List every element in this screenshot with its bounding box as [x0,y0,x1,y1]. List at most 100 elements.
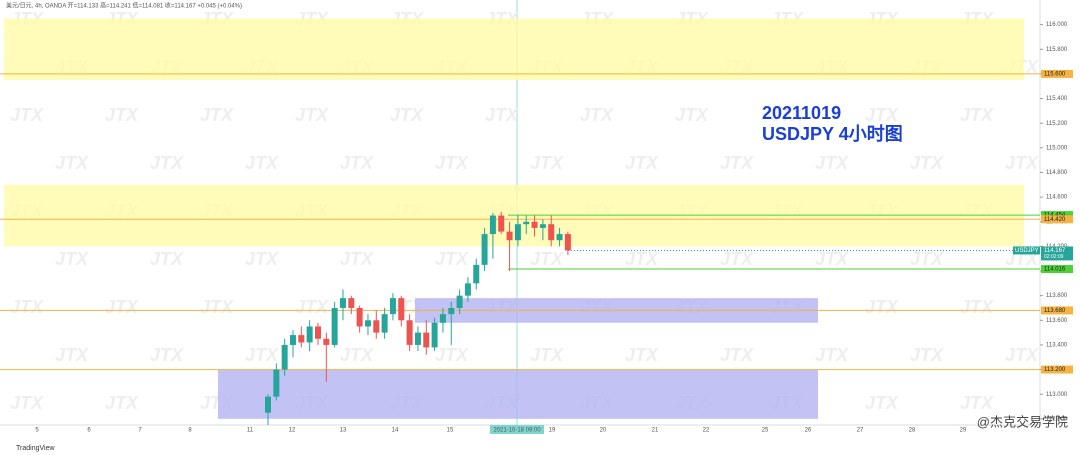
x-tick-label: 5 [35,428,39,434]
x-tick-label: 8 [188,428,192,434]
y-tick-label: 115.800 [1046,47,1068,53]
watermark: JTX [815,249,849,269]
candle-body [389,298,396,315]
candle-body [464,283,471,296]
watermark: JTX [200,105,234,125]
level-tag [1041,365,1073,374]
candle-body [498,215,505,232]
candle-body [456,295,463,308]
header: 美元/日元, 4h, OANDA 开=114.133 高=114.241 低=1… [6,2,242,10]
watermark: JTX [340,345,374,365]
level-tag [1041,306,1073,315]
x-tick-label: 11 [247,428,254,434]
watermark: JTX [55,345,89,365]
y-tick-label: 116.000 [1046,22,1068,28]
watermark: JTX [295,105,329,125]
watermark: JTX [960,105,994,125]
watermark: JTX [55,153,89,173]
y-tick-label: 113.400 [1046,343,1068,349]
x-tick-label: 7 [138,428,142,434]
watermark: JTX [200,297,234,317]
annotation: 20211019 [762,103,841,123]
candle-body [348,298,355,308]
watermark: JTX [580,105,614,125]
watermark: JTX [150,345,184,365]
watermark: JTX [530,345,564,365]
y-tick-label: 112.800 [1046,416,1068,422]
candle-body [339,298,346,308]
logo: TradingView [16,445,55,452]
candle-body [564,234,571,251]
level-label: 113.680 [1044,308,1066,314]
watermark: JTX [485,105,519,125]
candle-body [398,298,405,321]
y-tick-label: 113.800 [1046,293,1068,299]
watermark: JTX [1005,153,1039,173]
watermark: JTX [105,297,139,317]
candle-body [373,320,380,333]
candle-body [314,326,321,339]
watermark: JTX [910,249,944,269]
candle-body [531,221,538,228]
watermark: JTX [910,153,944,173]
price-tag [1041,246,1073,261]
level-label: 114.016 [1044,267,1066,273]
candle-body [448,307,455,315]
watermark: JTX [10,105,44,125]
x-tick-label: 19 [549,428,556,434]
watermark: JTX [105,393,139,413]
candle-body [281,344,288,370]
candle-body [298,335,305,343]
candle-body [439,314,446,323]
candle-body [323,338,330,345]
x-tick-label: 26 [805,428,812,434]
watermark: JTX [675,105,709,125]
watermark: JTX [720,345,754,365]
x-tick-label: 12 [289,428,296,434]
watermark: JTX [815,153,849,173]
watermark: JTX [865,105,899,125]
watermark: JTX [340,153,374,173]
watermark: JTX [150,249,184,269]
watermark: JTX [865,297,899,317]
zone [4,18,1024,81]
level-tag [1041,69,1073,78]
y-tick-label: 114.600 [1046,195,1068,201]
watermark: JTX [625,249,659,269]
watermark: JTX [435,153,469,173]
candle-body [556,234,563,241]
level-tag [1041,265,1073,274]
x-tick-label: 29 [960,428,967,434]
annotation: USDJPY 4小时图 [762,124,903,144]
candle-body [473,264,480,284]
level-tag [1041,215,1073,224]
level-label: 115.600 [1044,71,1066,77]
y-tick-label: 114.800 [1046,170,1068,176]
x-tick-label: 20 [600,428,607,434]
y-tick-label: 115.000 [1046,145,1068,151]
candle-body [381,314,388,333]
x-tick-label: 22 [703,428,710,434]
level-label: 114.420 [1044,217,1066,223]
candle-body [523,221,530,225]
last-price: 114.167 [1044,248,1066,254]
watermark: JTX [720,153,754,173]
candle-body [489,215,496,235]
candle-body [548,224,555,241]
watermark: JTX [910,345,944,365]
watermark: JTX [105,105,139,125]
x-label-tag [490,425,544,434]
watermark: JTX [295,297,329,317]
watermark: JTX [245,345,279,365]
watermark: JTX [530,249,564,269]
watermark: JTX [10,297,44,317]
candle-body [356,307,363,327]
candle-body [306,326,313,343]
watermark: JTX [55,249,89,269]
watermark: JTX [770,105,804,125]
candle-body [406,320,413,345]
watermark: JTX [960,393,994,413]
y-tick-label: 115.400 [1046,96,1068,102]
watermark: JTX [625,345,659,365]
